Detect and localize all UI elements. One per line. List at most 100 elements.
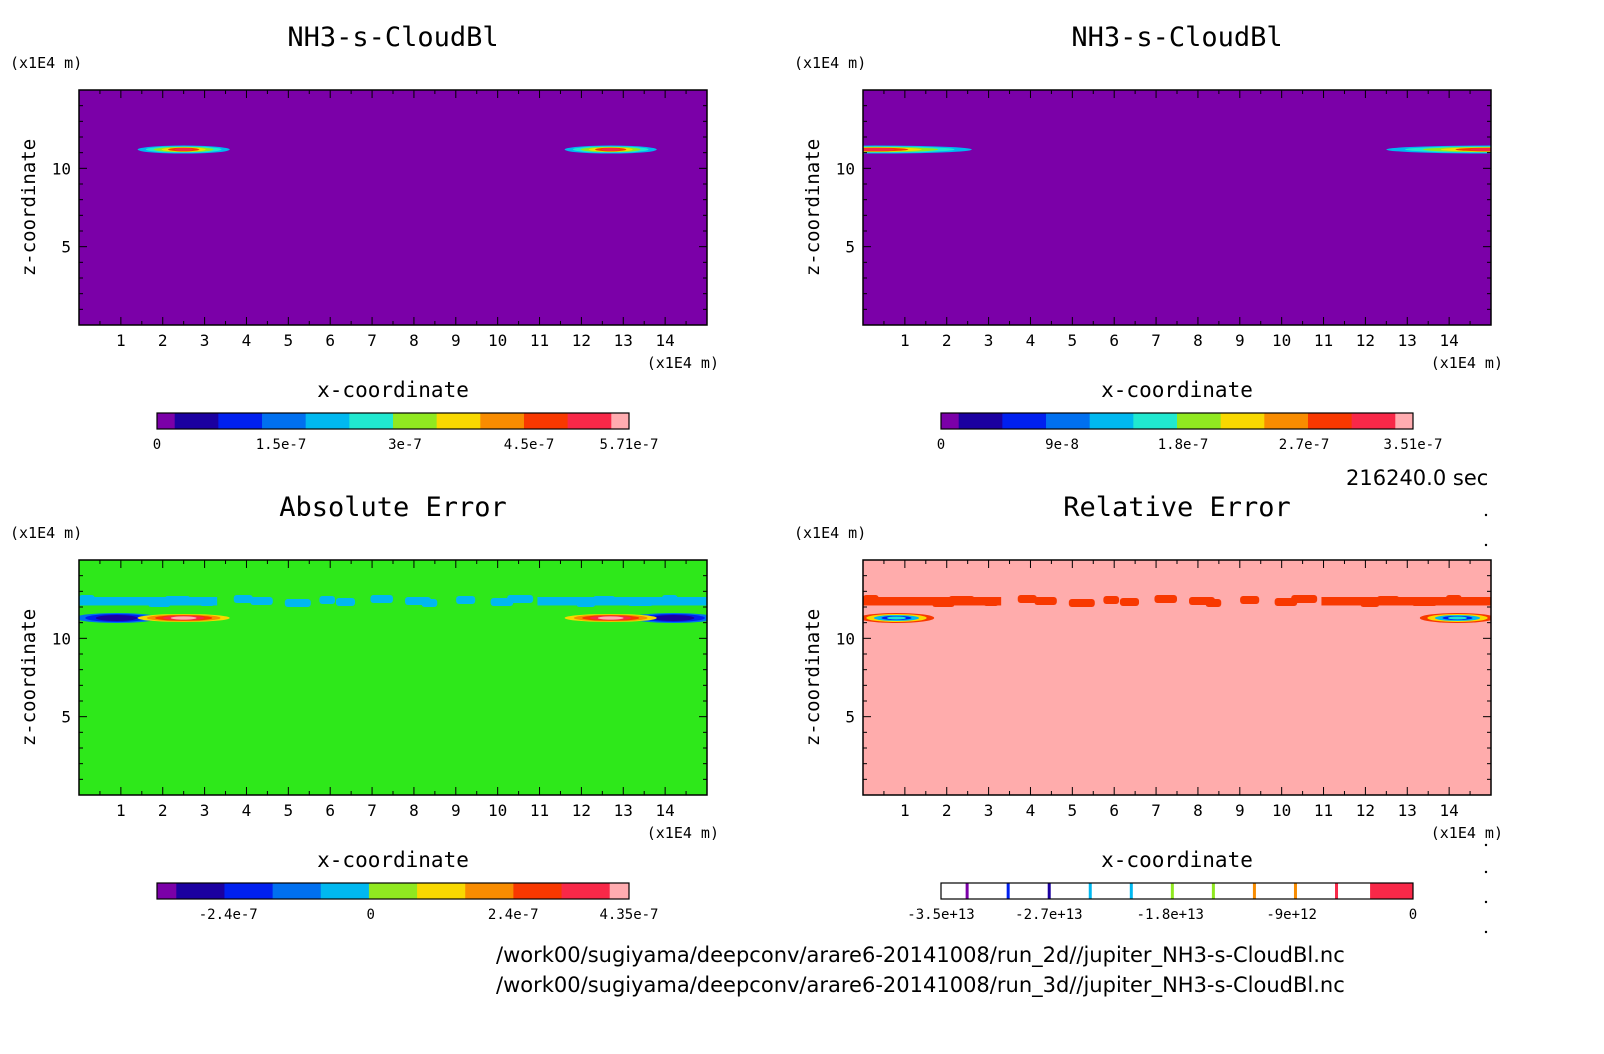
x-tick-label: 7 bbox=[1151, 331, 1161, 350]
x-tick-label: 1 bbox=[900, 331, 910, 350]
positive-error-contour bbox=[597, 616, 624, 620]
x-tick-label: 2 bbox=[158, 331, 168, 350]
x-tick-label: 10 bbox=[488, 801, 507, 820]
colorbar-swatch bbox=[513, 883, 563, 899]
margin-dot bbox=[1484, 930, 1488, 934]
x-tick-label: 12 bbox=[1356, 331, 1375, 350]
y-tick-label: 10 bbox=[52, 629, 71, 648]
y-tick-label: 10 bbox=[52, 159, 71, 178]
colorbar-swatch bbox=[272, 883, 322, 899]
x-tick-label: 10 bbox=[1272, 331, 1291, 350]
margin-dot bbox=[1484, 513, 1488, 517]
x-tick-label: 8 bbox=[409, 331, 419, 350]
x-axis-label: x-coordinate bbox=[317, 378, 469, 402]
x-tick-label: 4 bbox=[1026, 801, 1036, 820]
panel-3: Absolute Error(x1E4 m)1 2 3 4 5 6 7 8 9 10 11 12 13 1… bbox=[10, 492, 719, 923]
colorbar-swatch bbox=[174, 413, 219, 429]
x-tick-label: 14 bbox=[656, 331, 675, 350]
colorbar-swatch bbox=[393, 413, 438, 429]
y-unit-label: (x1E4 m) bbox=[794, 54, 866, 72]
colorbar: 0 9e-8 1.8e-7 2.7e-7 3.51e-7 bbox=[937, 412, 1443, 453]
y-axis-label: z-coordinate bbox=[802, 609, 824, 746]
x-tick-label: 5 bbox=[1068, 331, 1078, 350]
error-band-segment bbox=[1321, 597, 1491, 606]
colorbar-swatch bbox=[368, 883, 418, 899]
colorbar-swatch bbox=[523, 413, 569, 429]
time-label: 216240.0 sec bbox=[1346, 466, 1489, 490]
colorbar-swatch bbox=[157, 883, 177, 899]
x-tick-label: 10 bbox=[488, 331, 507, 350]
colorbar-level-line bbox=[1335, 883, 1339, 899]
x-tick-label: 6 bbox=[1109, 331, 1119, 350]
relative-error-contour bbox=[1448, 616, 1467, 620]
negative-error-contour bbox=[95, 614, 138, 621]
y-tick-label: 5 bbox=[61, 238, 71, 257]
error-band-segment bbox=[370, 595, 394, 603]
colorbar-frame bbox=[156, 882, 630, 900]
colorbar-swatch bbox=[465, 883, 514, 899]
chart-title: Relative Error bbox=[1063, 492, 1291, 523]
y-unit-label: (x1E4 m) bbox=[10, 54, 82, 72]
y-unit-label: (x1E4 m) bbox=[10, 524, 82, 542]
colorbar-tick-label: 0 bbox=[367, 907, 375, 923]
file-path-2d: /work00/sugiyama/deepconv/arare6-2014100… bbox=[496, 943, 1345, 967]
x-tick-label: 13 bbox=[614, 801, 633, 820]
x-tick-label: 3 bbox=[984, 331, 994, 350]
colorbar-tick-label: -9e+12 bbox=[1266, 907, 1317, 923]
field-background bbox=[79, 90, 707, 325]
colorbar-level-line bbox=[965, 883, 969, 899]
x-tick-label: 3 bbox=[200, 801, 210, 820]
colorbar: -3.5e+13 -2.7e+13 -1.8e+13 -9e+12 0 bbox=[907, 882, 1417, 923]
colorbar-tick-label: -3.5e+13 bbox=[907, 907, 974, 923]
positive-error-contour bbox=[170, 616, 197, 620]
error-band-segment bbox=[421, 599, 438, 607]
colorbar-swatch bbox=[417, 883, 466, 899]
colorbar-tick-label: 4.35e-7 bbox=[599, 907, 658, 923]
x-unit-label: (x1E4 m) bbox=[1431, 824, 1503, 842]
colorbar-tick-label: -2.4e-7 bbox=[199, 907, 258, 923]
colorbar-swatch bbox=[1089, 413, 1134, 429]
margin-dot bbox=[1484, 543, 1488, 547]
colorbar-swatch bbox=[1307, 413, 1353, 429]
colorbar-level-line bbox=[1211, 883, 1215, 899]
colorbar-tick-label: 3e-7 bbox=[388, 437, 422, 453]
x-tick-label: 9 bbox=[451, 331, 461, 350]
colorbar-tick-label: 4.5e-7 bbox=[504, 437, 555, 453]
colorbar-tick-label: 1.5e-7 bbox=[256, 437, 307, 453]
x-tick-label: 10 bbox=[1272, 801, 1291, 820]
x-tick-label: 8 bbox=[409, 801, 419, 820]
x-tick-label: 7 bbox=[367, 331, 377, 350]
panel-4: Relative Error(x1E4 m)1 2 3 4 5 6 7 8 9 10 11 12 13 1… bbox=[794, 492, 1503, 923]
margin-dot bbox=[1484, 900, 1488, 904]
x-tick-label: 3 bbox=[984, 801, 994, 820]
colorbar-swatch bbox=[941, 413, 960, 429]
colorbar-swatch bbox=[567, 413, 612, 429]
colorbar-swatch bbox=[1002, 413, 1047, 429]
error-band-segment bbox=[1103, 596, 1120, 604]
y-axis-label: z-coordinate bbox=[802, 139, 824, 276]
error-band-segment bbox=[537, 597, 707, 606]
colorbar-swatch bbox=[611, 413, 630, 429]
colorbar-level-line bbox=[1252, 883, 1256, 899]
y-unit-label: (x1E4 m) bbox=[794, 524, 866, 542]
error-band-segment bbox=[1154, 595, 1178, 603]
error-band-segment bbox=[1205, 599, 1222, 607]
colorbar-tick-label: 3.51e-7 bbox=[1383, 437, 1442, 453]
y-tick-label: 10 bbox=[836, 629, 855, 648]
x-tick-label: 4 bbox=[242, 331, 252, 350]
colorbar-swatch bbox=[1395, 413, 1414, 429]
x-tick-label: 12 bbox=[1356, 801, 1375, 820]
x-tick-label: 11 bbox=[1314, 801, 1333, 820]
x-tick-label: 13 bbox=[614, 331, 633, 350]
x-tick-label: 4 bbox=[242, 801, 252, 820]
x-unit-label: (x1E4 m) bbox=[1431, 354, 1503, 372]
x-unit-label: (x1E4 m) bbox=[647, 354, 719, 372]
plot-area bbox=[863, 90, 1491, 325]
plot-area bbox=[79, 560, 707, 795]
colorbar-background bbox=[941, 883, 1413, 899]
cloud-contour bbox=[1470, 148, 1491, 151]
x-tick-label: 2 bbox=[158, 801, 168, 820]
cloud-contour bbox=[863, 148, 895, 151]
panel-2: NH3-s-CloudBl(x1E4 m)1 2 3 4 5 6 7 8 9 10 11 12 13 14… bbox=[794, 22, 1503, 453]
